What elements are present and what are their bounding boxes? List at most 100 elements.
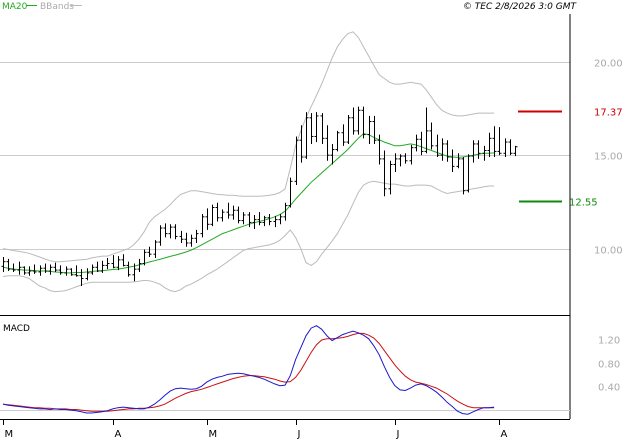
price-bar bbox=[372, 115, 377, 144]
price-bar bbox=[325, 125, 330, 161]
price-bar bbox=[252, 214, 257, 229]
price-bar bbox=[283, 202, 288, 221]
price-bar bbox=[273, 215, 278, 228]
price-bar bbox=[440, 138, 445, 161]
price-bar bbox=[330, 143, 335, 165]
price-bar bbox=[299, 125, 304, 163]
legend-ma20: MA20 bbox=[2, 2, 28, 12]
price-bar bbox=[6, 258, 11, 272]
price-bar bbox=[403, 153, 408, 164]
price-bar bbox=[17, 261, 22, 275]
price-bar bbox=[147, 246, 152, 258]
price-bar bbox=[356, 106, 361, 135]
price-bar bbox=[53, 262, 58, 272]
price-bar bbox=[132, 263, 137, 282]
price-levels: 17.37 12.55 bbox=[518, 108, 623, 209]
price-tick-label: 15.00 bbox=[594, 152, 623, 163]
price-bar bbox=[11, 263, 16, 272]
date-tick-label: J bbox=[396, 429, 400, 440]
price-bars bbox=[1, 106, 518, 286]
price-bar bbox=[471, 140, 476, 163]
price-bar bbox=[309, 113, 314, 144]
price-bar bbox=[487, 132, 492, 158]
macd-lines bbox=[2, 325, 495, 415]
price-bar bbox=[194, 229, 199, 243]
price-bar bbox=[445, 140, 450, 162]
price-bar bbox=[95, 261, 100, 272]
price-bar bbox=[503, 138, 508, 158]
price-bar bbox=[435, 134, 440, 158]
price-bar bbox=[257, 212, 262, 226]
price-bar bbox=[314, 112, 319, 143]
price-bar bbox=[142, 249, 147, 266]
price-bar bbox=[241, 212, 246, 225]
price-bar bbox=[74, 265, 79, 277]
price-bar bbox=[304, 112, 309, 159]
date-tick-label: A bbox=[501, 429, 508, 440]
price-bar bbox=[22, 266, 27, 275]
price-bar bbox=[200, 214, 205, 238]
price-bar bbox=[163, 223, 168, 238]
price-bar bbox=[456, 153, 461, 169]
ma20-series-line bbox=[2, 133, 495, 274]
price-bar bbox=[382, 150, 387, 197]
price-bar bbox=[126, 261, 131, 277]
price-bar bbox=[27, 266, 32, 276]
date-tick-label: M bbox=[209, 429, 218, 440]
macd-tick-label: 1.20 bbox=[598, 336, 620, 347]
price-bar bbox=[278, 214, 283, 225]
price-bar bbox=[466, 154, 471, 193]
price-bar bbox=[497, 127, 502, 156]
price-bar bbox=[179, 230, 184, 243]
price-bar bbox=[492, 126, 497, 158]
price-bar bbox=[79, 269, 84, 286]
price-bar bbox=[226, 202, 231, 219]
price-bar bbox=[419, 131, 424, 156]
price-bar bbox=[513, 145, 518, 157]
price-bar bbox=[414, 134, 419, 152]
price-bar bbox=[393, 153, 398, 172]
price-bar bbox=[294, 136, 299, 186]
price-bar bbox=[351, 107, 356, 135]
macd-line bbox=[2, 325, 495, 415]
price-bar bbox=[482, 145, 487, 161]
price-bar bbox=[335, 130, 340, 152]
price-bar bbox=[320, 113, 325, 144]
macd-tick-label: 0.80 bbox=[598, 360, 620, 371]
price-bar bbox=[215, 202, 220, 222]
price-bar bbox=[247, 212, 252, 228]
price-bar bbox=[367, 115, 372, 144]
price-bar bbox=[64, 266, 69, 276]
price-tick-label: 10.00 bbox=[594, 246, 623, 257]
price-bar bbox=[48, 264, 53, 275]
price-bar bbox=[409, 144, 414, 165]
price-bar bbox=[100, 260, 105, 273]
price-bar bbox=[168, 224, 173, 239]
bollinger-bands bbox=[2, 31, 495, 293]
price-bar bbox=[1, 257, 6, 272]
price-bar bbox=[90, 264, 95, 275]
price-axis-labels: 10.00 15.00 20.00 bbox=[594, 59, 623, 257]
legend-bbands: BBands bbox=[40, 2, 74, 12]
price-bar bbox=[173, 224, 178, 240]
price-bar bbox=[476, 140, 481, 159]
price-bar bbox=[153, 240, 158, 258]
legend: MA20 BBands bbox=[2, 2, 82, 12]
ma20-line bbox=[2, 133, 495, 274]
price-bar bbox=[231, 205, 236, 220]
price-bar bbox=[461, 157, 466, 195]
price-bar bbox=[267, 214, 272, 226]
price-bar bbox=[105, 257, 110, 270]
price-bar bbox=[32, 264, 37, 274]
price-bar bbox=[398, 154, 403, 167]
price-bar bbox=[377, 134, 382, 165]
price-bar bbox=[361, 106, 366, 139]
bband-lower-line bbox=[2, 180, 495, 293]
price-bar bbox=[429, 122, 434, 150]
price-bar bbox=[341, 124, 346, 146]
bband-upper-line bbox=[2, 31, 495, 263]
price-bar bbox=[189, 234, 194, 247]
